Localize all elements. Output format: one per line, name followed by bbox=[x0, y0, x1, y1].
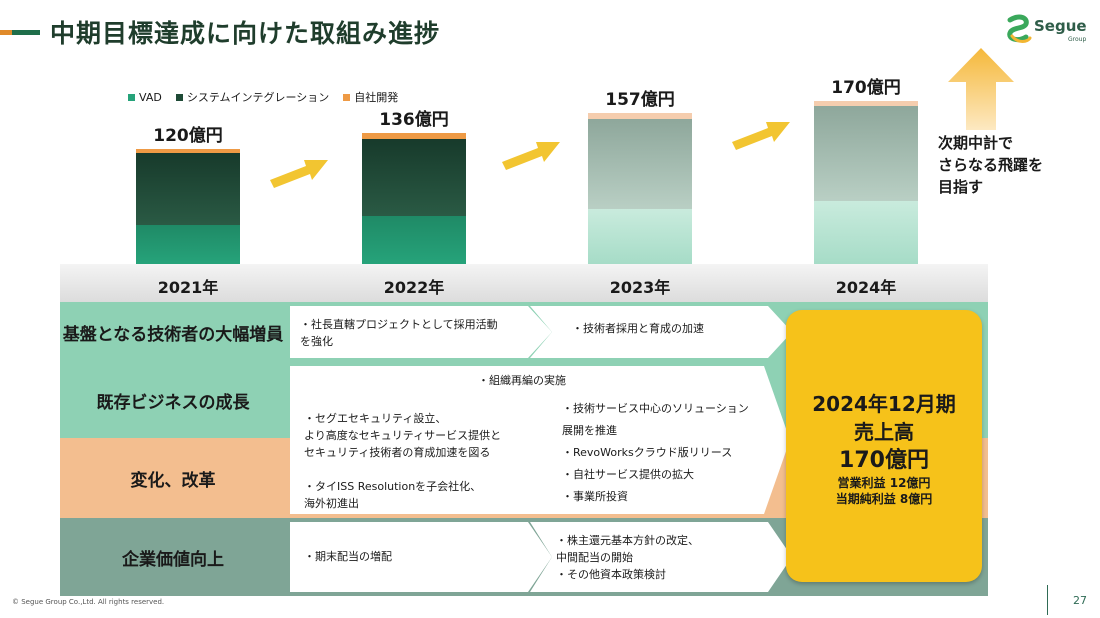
bar-segment-own bbox=[362, 133, 466, 139]
footer-divider bbox=[1047, 585, 1048, 615]
logo-subtext: Group bbox=[1068, 36, 1087, 43]
row-label: 変化、改革 bbox=[130, 470, 216, 491]
legend-item-si: システムインテグレーション bbox=[175, 89, 330, 105]
bar-2021 bbox=[136, 148, 240, 264]
goal-callout: 2024年12月期 売上高 170億円 営業利益 12億円 当期純利益 8億円 bbox=[786, 310, 982, 582]
bar-segment-si bbox=[588, 118, 692, 209]
year-label: 2023年 bbox=[609, 278, 671, 297]
bar-2023 bbox=[588, 113, 692, 264]
up-arrow-icon bbox=[948, 48, 1014, 130]
item-text: ・技術者採用と育成の加速 bbox=[572, 322, 704, 335]
bar-segment-vad bbox=[814, 201, 918, 264]
segue-logo bbox=[1007, 14, 1032, 43]
item-text: ・株主還元基本方針の改定、 中間配当の開始 ・その他資本政策検討 bbox=[556, 534, 699, 581]
legend-item-own: 自社開発 bbox=[343, 89, 398, 105]
goal-revenue: 170億円 bbox=[839, 448, 929, 473]
legend-label: VAD bbox=[139, 90, 162, 104]
page-title: 中期目標達成に向けた取組み進捗 bbox=[50, 19, 441, 48]
bar-segment-vad bbox=[362, 216, 466, 264]
goal-period: 2024年12月期 bbox=[812, 392, 956, 416]
growth-arrow-icon bbox=[502, 142, 560, 170]
goal-operating-profit: 営業利益 12億円 bbox=[837, 476, 931, 490]
copyright-text: © Segue Group Co.,Ltd. All rights reserv… bbox=[12, 598, 165, 606]
item-box bbox=[290, 366, 790, 514]
item-text: ・セグエセキュリティ設立、 より高度なセキュリティサービス提供と セキュリティ技… bbox=[304, 412, 502, 510]
bar-total-label: 170億円 bbox=[831, 77, 901, 98]
item-text: ・技術サービス中心のソリューション 展開を推進 ・RevoWorksクラウド版リ… bbox=[562, 402, 749, 503]
item-text: ・期末配当の増配 bbox=[304, 550, 392, 563]
legend-swatch bbox=[175, 93, 183, 101]
next-plan-text: 次期中計で さらなる飛躍を 目指す bbox=[938, 134, 1044, 196]
item-box bbox=[530, 306, 792, 358]
bar-segment-si bbox=[814, 106, 918, 202]
chart-legend: VAD システムインテグレーション 自社開発 bbox=[128, 89, 398, 105]
row-label: 既存ビジネスの成長 bbox=[96, 392, 250, 413]
bar-segment-vad bbox=[588, 208, 692, 264]
item-text: ・社長直轄プロジェクトとして採用活動 を強化 bbox=[300, 318, 498, 348]
legend-swatch bbox=[343, 93, 351, 101]
growth-arrow-icon bbox=[270, 160, 328, 188]
bar-segment-si bbox=[136, 152, 240, 226]
legend-swatch bbox=[128, 93, 135, 101]
legend-label: システムインテグレーション bbox=[186, 91, 330, 104]
page-number: 27 bbox=[1073, 594, 1087, 607]
row-label: 企業価値向上 bbox=[122, 549, 224, 570]
item-box bbox=[290, 522, 552, 592]
legend-label: 自社開発 bbox=[354, 91, 399, 104]
year-axis-band bbox=[60, 264, 988, 302]
title-accent-bar bbox=[0, 30, 40, 35]
growth-arrow-icon bbox=[732, 122, 790, 150]
bar-segment-vad bbox=[136, 225, 240, 264]
item-box bbox=[290, 306, 552, 358]
goal-net-profit: 当期純利益 8億円 bbox=[835, 492, 933, 506]
year-label: 2021年 bbox=[157, 278, 219, 297]
legend-item-vad: VAD bbox=[128, 89, 162, 105]
bar-total-label: 120億円 bbox=[153, 125, 223, 146]
year-label: 2022年 bbox=[383, 278, 445, 297]
bar-segment-own bbox=[588, 113, 692, 119]
item-box bbox=[530, 522, 792, 592]
item-text: ・組織再編の実施 bbox=[478, 374, 566, 387]
bar-total-label: 136億円 bbox=[379, 110, 449, 131]
year-label: 2024年 bbox=[835, 278, 897, 297]
bar-2022 bbox=[362, 133, 466, 264]
row-label: 基盤となる技術者の大幅増員 bbox=[60, 302, 286, 362]
bar-segment-si bbox=[362, 138, 466, 217]
bar-total-label: 157億円 bbox=[605, 90, 675, 111]
bar-segment-own bbox=[136, 148, 240, 153]
logo-text: Segue bbox=[1034, 17, 1087, 35]
goal-metric: 売上高 bbox=[854, 420, 914, 444]
bar-2024 bbox=[814, 100, 918, 264]
bar-segment-own bbox=[814, 100, 918, 107]
